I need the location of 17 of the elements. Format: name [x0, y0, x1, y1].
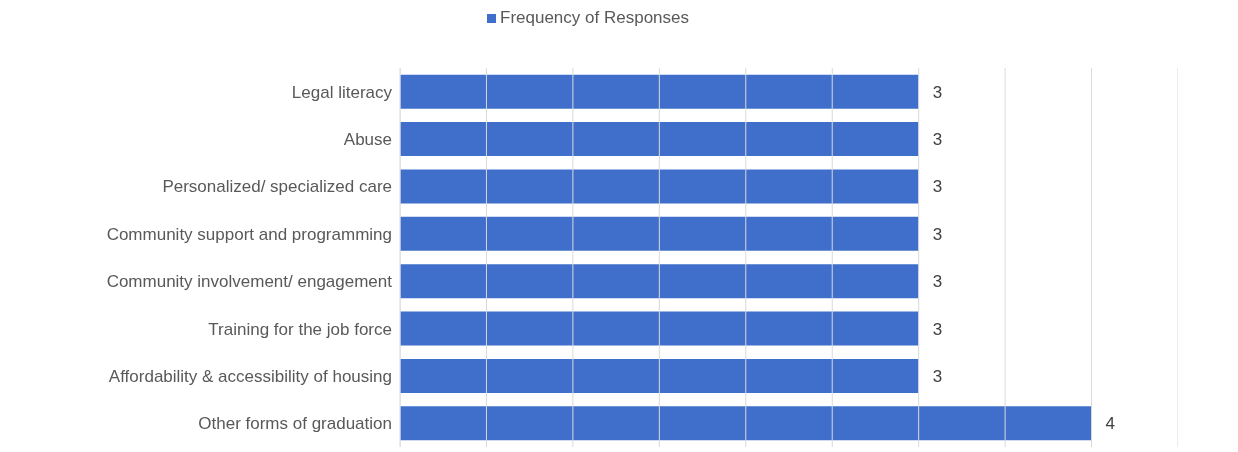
y-tick-label: Other forms of graduation	[198, 414, 392, 434]
y-tick-label: Community involvement/ engagement	[106, 272, 393, 292]
data-label: 4	[1105, 414, 1116, 434]
data-label: 3	[932, 82, 943, 102]
y-tick-label: Community support and programming	[106, 224, 392, 244]
y-tick-label: Legal literacy	[291, 82, 393, 102]
y-tick-label: Affordability & accessibility of housing	[108, 366, 392, 386]
y-tick-label: Training for the job force	[208, 319, 392, 339]
data-label: 3	[932, 224, 943, 244]
legend-label: Frequency of Responses	[500, 8, 689, 27]
data-label: 3	[932, 272, 943, 292]
data-label: 3	[932, 366, 943, 386]
data-label: 3	[932, 319, 943, 339]
y-tick-label: Abuse	[343, 130, 392, 150]
y-tick-label: Personalized/ specialized care	[162, 177, 392, 197]
data-label: 3	[932, 130, 943, 150]
data-label: 3	[932, 177, 943, 197]
